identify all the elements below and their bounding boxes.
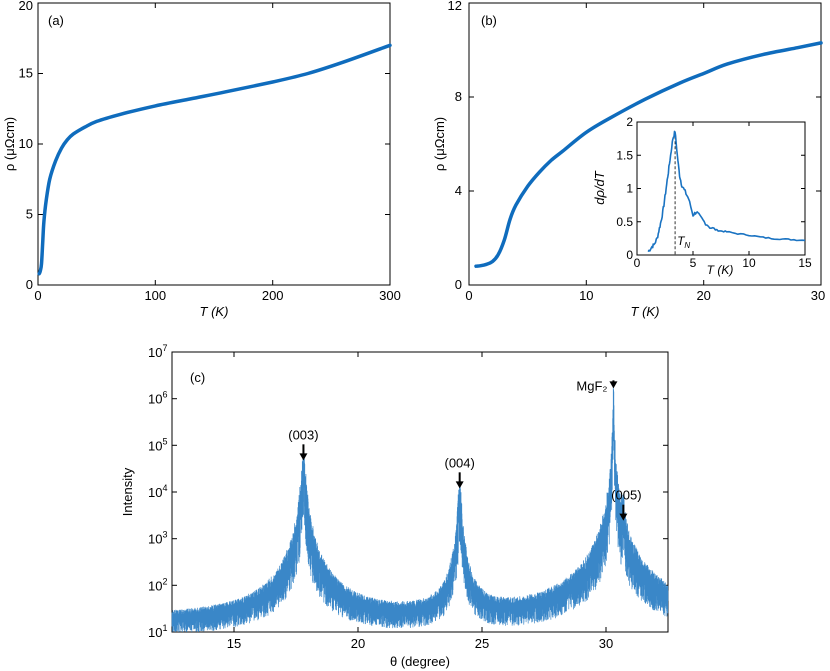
peak-arrow-head (609, 381, 618, 389)
inset-ytick: 0.5 (616, 215, 633, 229)
inset-xtick: 10 (742, 256, 756, 270)
panel-a-ticks (37, 2, 391, 286)
panel-c-xtick: 25 (475, 636, 489, 651)
panel-c-xtick: 30 (599, 636, 613, 651)
panel-b: 0 10 20 30 0 4 8 12 (b) T (K) ρ (μΩcm) (432, 0, 825, 319)
panel-b-ytick: 8 (455, 89, 462, 104)
panel-c-ytick-exponent: 7 (162, 343, 167, 353)
panel-c-ytick-exponent: 4 (162, 483, 167, 493)
inset-ytick: 1.5 (616, 148, 633, 162)
inset-ticks (636, 121, 806, 256)
panel-a-xtick: 100 (144, 288, 166, 303)
inset-ylabel: dρ/dT (592, 170, 607, 205)
panel-b-frame (468, 2, 822, 286)
panel-b-xtick: 0 (465, 288, 472, 303)
panel-c-ytick-exponent: 1 (162, 623, 167, 633)
inset-ytick: 2 (626, 115, 633, 129)
panel-c-ytick: 105 (148, 436, 167, 453)
panel-c-ytick: 107 (148, 343, 167, 360)
panel-b-ticks (468, 2, 822, 286)
panel-a-frame (37, 2, 391, 286)
peak-label: (004) (445, 455, 475, 470)
panel-a-ytick: 20 (19, 0, 33, 13)
panel-c-ytick-exponent: 2 (162, 576, 167, 586)
peak-arrow-head (455, 481, 464, 489)
inset-frame (636, 121, 806, 256)
inset-series-line (647, 130, 806, 253)
panel-b-xtick: 20 (696, 288, 710, 303)
panel-b-xtick: 30 (811, 288, 825, 303)
tn-sub: N (684, 241, 690, 250)
inset-ytick: 1 (626, 182, 633, 196)
panel-c-ytick-labels: 101 102 103 104 105 106 107 (148, 343, 167, 640)
panel-b-ytick: 0 (455, 277, 462, 292)
panel-c-series-line (171, 384, 669, 632)
panel-c-ytick: 104 (148, 483, 167, 500)
peak-arrow-head (619, 513, 628, 521)
panel-a-series-line (37, 43, 392, 276)
panel-b-ylabel: ρ (μΩcm) (432, 117, 447, 171)
panel-a-ytick: 10 (19, 136, 33, 151)
peak-label: (003) (288, 427, 318, 442)
panel-a-xtick: 0 (34, 288, 41, 303)
panel-c-label: (c) (190, 370, 205, 385)
panel-b-xtick: 10 (579, 288, 593, 303)
panel-a-ytick: 0 (26, 277, 33, 292)
panel-a-ytick: 15 (19, 66, 33, 81)
panel-b-series-line (474, 41, 823, 268)
panel-c-peak-annotations: (003) (004) MgF₂ (005) (288, 378, 642, 521)
panel-c-ytick-exponent: 3 (162, 530, 167, 540)
panel-b-inset: 0 5 10 15 0 0.5 1 1.5 2 T (K) dρ/dT TN (592, 115, 812, 277)
panel-c-ytick: 102 (148, 576, 167, 593)
panel-c-ylabel: Intensity (120, 467, 135, 516)
panel-a: 0 100 200 300 0 5 10 15 20 (a) T (K) ρ (… (2, 0, 401, 319)
panel-a-xtick: 300 (379, 288, 401, 303)
panel-c-xtick: 20 (351, 636, 365, 651)
panel-a-xtick: 200 (262, 288, 284, 303)
panel-c-xtick: 15 (227, 636, 241, 651)
panel-b-ytick: 12 (448, 0, 462, 13)
panel-c-ytick-exponent: 6 (162, 390, 167, 400)
panel-c-xlabel: θ (degree) (390, 654, 450, 669)
panel-c-ytick-exponent: 5 (162, 436, 167, 446)
inset-xtick: 15 (798, 256, 812, 270)
panel-c-ytick: 103 (148, 530, 167, 547)
panel-b-xlabel: T (K) (631, 304, 660, 319)
panel-c-ytick: 106 (148, 390, 167, 407)
tn-main: T (677, 234, 686, 248)
inset-xtick: 5 (690, 256, 697, 270)
inset-xtick: 0 (634, 256, 641, 270)
peak-label: (005) (611, 488, 641, 503)
panel-b-ytick: 4 (455, 183, 462, 198)
panel-c-ytick: 101 (148, 623, 167, 640)
panel-a-xlabel: T (K) (200, 304, 229, 319)
peak-arrow-head (299, 453, 308, 461)
panel-a-ytick: 5 (26, 207, 33, 222)
inset-ytick: 0 (626, 248, 633, 262)
inset-tn-annotation: TN (677, 234, 690, 250)
panel-a-label: (a) (48, 13, 64, 28)
panel-b-label: (b) (481, 13, 497, 28)
inset-xlabel: T (K) (707, 263, 734, 277)
panel-a-ylabel: ρ (μΩcm) (2, 117, 17, 171)
peak-label: MgF₂ (576, 378, 607, 393)
